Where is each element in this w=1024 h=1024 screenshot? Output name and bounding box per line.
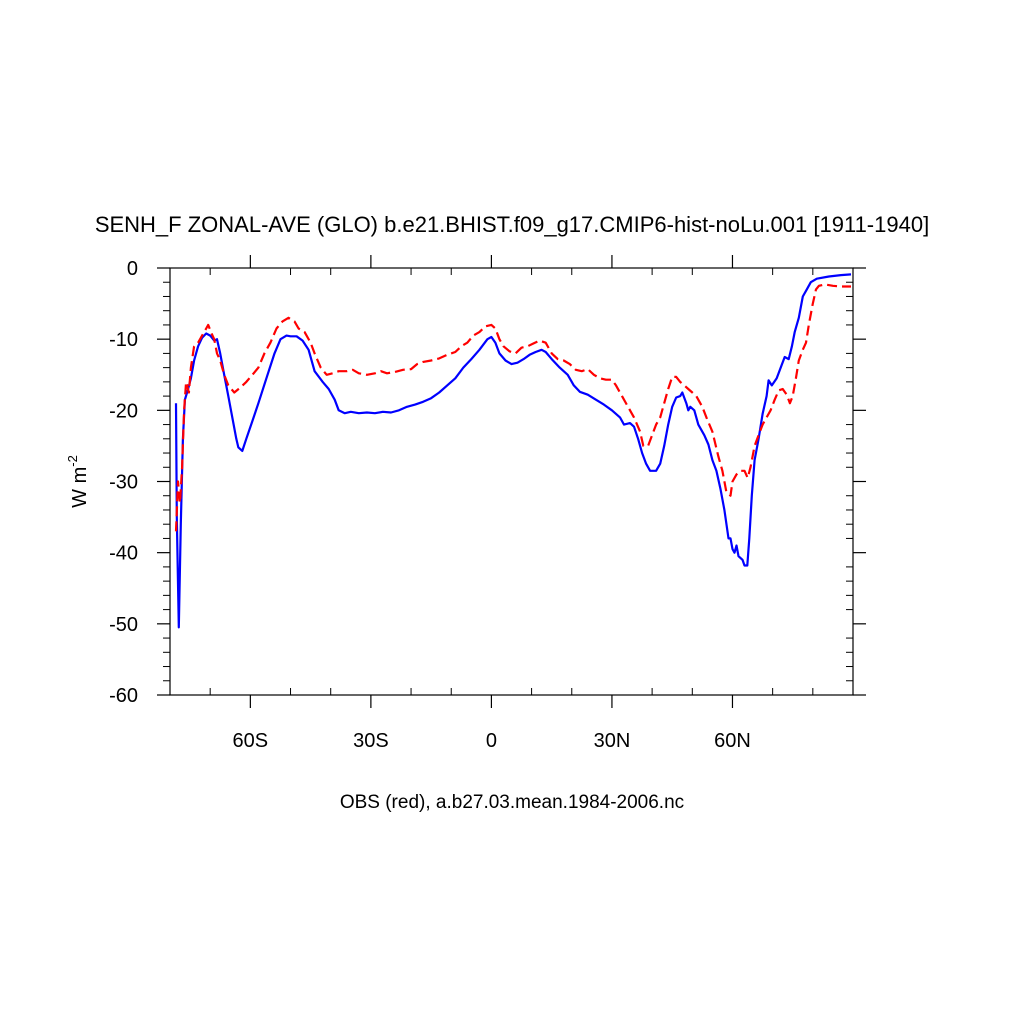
y-tick-label: -50 xyxy=(109,614,138,636)
x-tick-label: 60N xyxy=(714,730,751,752)
chart-title: SENH_F ZONAL-AVE (GLO) b.e21.BHIST.f09_g… xyxy=(95,212,929,237)
y-tick-label: -10 xyxy=(109,329,138,351)
plot-frame xyxy=(169,267,854,696)
tick-labels: 60S 30S 0 30N 60N 0 -10 -20 -30 -40 -50 -60 xyxy=(109,258,751,752)
y-tick-label: -20 xyxy=(109,400,138,422)
y-tick-label: 0 xyxy=(127,258,138,280)
series-line-1 xyxy=(174,273,852,629)
y-tick-label: -40 xyxy=(109,543,138,565)
minor-ticks xyxy=(163,268,853,695)
x-tick-label: 0 xyxy=(486,730,497,752)
series-line-2 xyxy=(174,283,851,532)
footer-note: OBS (red), a.b27.03.mean.1984-2006.nc xyxy=(340,792,684,813)
y-axis-label-exp: -2 xyxy=(65,455,80,467)
y-axis-label: W m-2 xyxy=(65,455,91,508)
series-lines xyxy=(174,273,852,629)
major-ticks xyxy=(157,255,866,708)
y-axis-label-base: W m xyxy=(69,467,91,508)
y-tick-label: -30 xyxy=(109,472,138,494)
y-tick-label: -60 xyxy=(109,685,138,707)
x-tick-label: 30S xyxy=(353,730,389,752)
x-tick-label: 60S xyxy=(233,730,269,752)
x-tick-label: 30N xyxy=(594,730,631,752)
